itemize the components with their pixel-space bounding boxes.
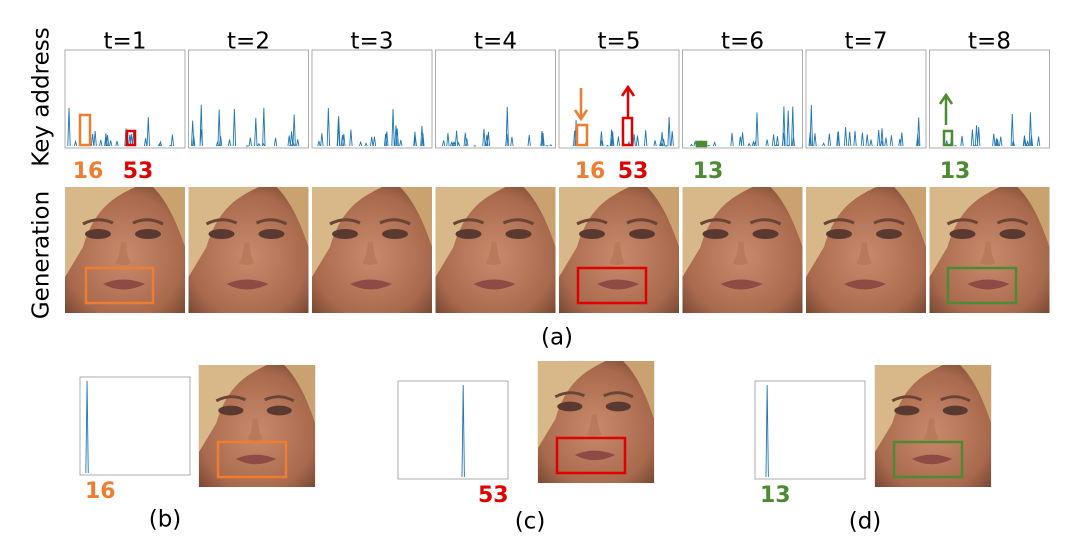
face-image	[65, 187, 185, 313]
plot-frame	[435, 49, 556, 149]
address-curve	[689, 106, 796, 147]
plot-frame	[682, 49, 803, 149]
slot-label: 16	[85, 479, 116, 504]
face-image	[536, 361, 656, 483]
face-image	[312, 187, 432, 313]
slot-label: 53	[618, 159, 649, 184]
highlight	[892, 440, 964, 479]
face-image	[188, 187, 309, 313]
plot-frame	[311, 49, 433, 149]
slot-label: 16	[73, 159, 104, 184]
face-image	[435, 187, 556, 313]
plot-frame	[397, 380, 509, 480]
plot-frame	[558, 49, 680, 149]
caption: (c)	[515, 509, 546, 535]
plot-frame	[805, 49, 927, 149]
slot-label: 53	[478, 483, 509, 508]
caption: (a)	[541, 325, 573, 351]
highlight	[555, 436, 627, 475]
plot-frame	[79, 376, 191, 476]
address-curve	[945, 112, 1041, 147]
highlights	[78, 84, 1018, 305]
face-image	[197, 365, 317, 487]
face-image	[682, 187, 803, 313]
address-curve	[765, 384, 769, 478]
face-image	[806, 187, 926, 313]
slot-label: 53	[123, 159, 154, 184]
address-curve	[573, 117, 674, 147]
row-label: Generation	[29, 191, 55, 319]
address-curve	[191, 104, 300, 147]
slot-label: 13	[693, 159, 724, 184]
address-curve	[85, 380, 89, 474]
address-curve	[317, 107, 425, 147]
plot-frame	[64, 49, 186, 149]
slot-label: 13	[940, 159, 971, 184]
address-curve	[808, 104, 921, 147]
address-curve	[442, 106, 553, 147]
address-curve	[461, 384, 465, 478]
face-image	[873, 365, 993, 487]
caption: (b)	[149, 507, 182, 533]
slot-label: 13	[760, 483, 791, 508]
highlight	[216, 440, 288, 479]
row-label: Key address	[29, 27, 55, 166]
slot-label: 16	[575, 159, 606, 184]
caption: (d)	[849, 509, 882, 535]
plot-frame	[754, 380, 866, 480]
plot-frame	[188, 49, 309, 149]
